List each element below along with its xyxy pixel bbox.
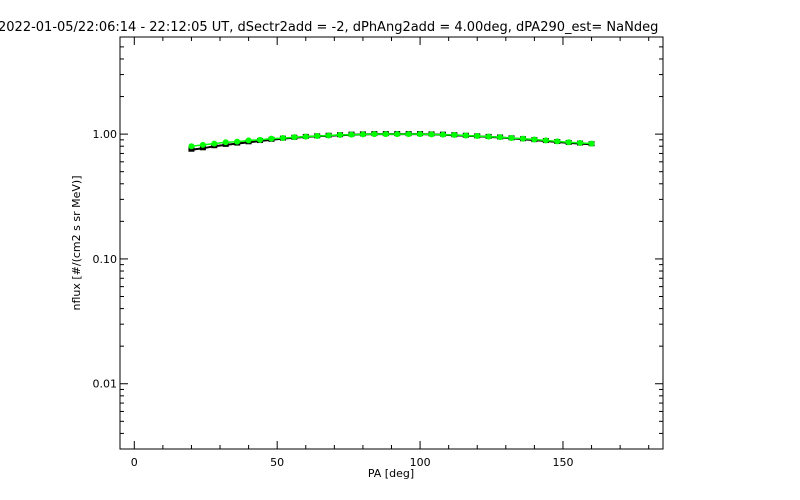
x-tick-label: 50	[270, 456, 284, 469]
y-axis-label: nflux [#/(cm2 s sr MeV)]	[70, 176, 83, 311]
x-tick-label: 0	[131, 456, 138, 469]
data-point	[279, 135, 286, 142]
data-point	[417, 131, 424, 138]
data-point	[268, 135, 275, 142]
data-point	[211, 140, 218, 147]
series-group	[188, 131, 595, 152]
plot-frame	[119, 36, 664, 450]
series-2	[188, 131, 595, 150]
data-point	[451, 131, 458, 138]
data-point	[302, 133, 309, 140]
data-point	[234, 138, 241, 145]
data-point	[462, 132, 469, 139]
data-point	[554, 138, 561, 145]
data-point	[257, 136, 264, 143]
y-tick-label: 1.00	[93, 128, 118, 141]
data-point	[577, 139, 584, 146]
data-point	[337, 131, 344, 138]
data-point	[428, 131, 435, 138]
y-tick-label: 0.10	[93, 253, 118, 266]
data-point	[291, 134, 298, 141]
x-tick-label: 100	[410, 456, 431, 469]
x-axis-label: PA [deg]	[368, 467, 414, 480]
data-point	[371, 131, 378, 138]
data-point	[359, 131, 366, 138]
chart-title: 2022-01-05/22:06:14 - 22:12:05 UT, dSect…	[0, 20, 658, 35]
data-point	[314, 133, 321, 140]
x-tick-label: 150	[552, 456, 573, 469]
data-point	[405, 131, 412, 138]
data-point	[245, 137, 252, 144]
data-point	[474, 133, 481, 140]
data-point	[497, 134, 504, 141]
data-point	[348, 131, 355, 138]
data-point	[565, 139, 572, 146]
data-point	[508, 135, 515, 142]
data-point	[439, 131, 446, 138]
data-point	[531, 136, 538, 143]
data-point	[542, 137, 549, 144]
data-point	[588, 140, 595, 147]
data-point	[519, 135, 526, 142]
axis-ticks: 0 50 100 150 0.01 0.10 1.00	[93, 36, 663, 469]
data-point	[394, 131, 401, 138]
data-point	[222, 139, 229, 146]
data-point	[188, 143, 195, 150]
y-tick-label: 0.01	[93, 378, 118, 391]
data-point	[325, 132, 332, 139]
data-point	[199, 141, 206, 148]
data-point	[485, 133, 492, 140]
data-point	[382, 131, 389, 138]
